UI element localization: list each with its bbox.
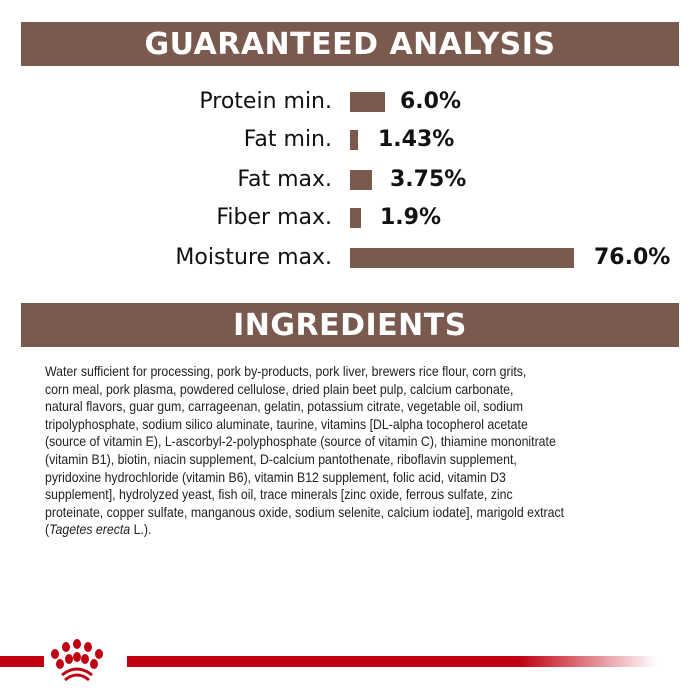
analysis-bar bbox=[350, 130, 358, 150]
ingredients-text: Water sufficient for processing, pork by… bbox=[45, 363, 685, 539]
analysis-row-protein: Protein min. 6.0% bbox=[0, 87, 700, 117]
ingredients-line: tripolyphosphate, sodium silico aluminat… bbox=[45, 415, 528, 432]
analysis-bar bbox=[350, 92, 385, 112]
analysis-label: Fat min. bbox=[243, 127, 332, 152]
line-end: L.). bbox=[130, 521, 152, 538]
ingredients-line: (vitamin B1), biotin, niacin supplement,… bbox=[45, 450, 517, 467]
ingredients-line: natural flavors, guar gum, carrageenan, … bbox=[45, 398, 524, 415]
ingredients-line: corn meal, pork plasma, powdered cellulo… bbox=[45, 380, 514, 397]
analysis-row-moisture-max: Moisture max. 76.0% bbox=[0, 243, 700, 273]
italic-latin-name: Tagetes erecta bbox=[49, 521, 131, 538]
brand-stripe-left bbox=[0, 656, 44, 667]
analysis-value: 1.9% bbox=[380, 205, 442, 230]
analysis-bar bbox=[350, 208, 361, 228]
ingredients-line: (Tagetes erecta L.). bbox=[45, 521, 608, 539]
brand-stripe-right bbox=[127, 656, 657, 667]
ingredients-line: Water sufficient for processing, pork by… bbox=[45, 363, 527, 379]
paren: ( bbox=[45, 521, 50, 538]
royal-canin-crown-icon bbox=[51, 639, 103, 682]
analysis-value: 1.43% bbox=[378, 127, 455, 152]
ingredients-line: (source of vitamin E), L-ascorbyl-2-poly… bbox=[45, 433, 556, 450]
analysis-label: Moisture max. bbox=[175, 245, 332, 270]
analysis-label: Fat max. bbox=[237, 167, 332, 192]
analysis-row-fiber-max: Fiber max. 1.9% bbox=[0, 203, 700, 233]
ingredients-line: pyridoxine hydrochloride (vitamin B6), v… bbox=[45, 468, 506, 485]
ingredients-header: INGREDIENTS bbox=[21, 303, 679, 347]
analysis-row-fat-min: Fat min. 1.43% bbox=[0, 125, 700, 155]
ingredients-line: supplement], hydrolyzed yeast, fish oil,… bbox=[45, 486, 513, 503]
analysis-label: Protein min. bbox=[199, 89, 332, 114]
analysis-row-fat-max: Fat max. 3.75% bbox=[0, 165, 700, 195]
guaranteed-analysis-header: GUARANTEED ANALYSIS bbox=[21, 22, 679, 66]
analysis-bar bbox=[350, 170, 372, 190]
analysis-value: 76.0% bbox=[594, 245, 671, 270]
analysis-value: 6.0% bbox=[400, 89, 462, 114]
analysis-value: 3.75% bbox=[390, 167, 467, 192]
ingredients-line: proteinate, copper sulfate, manganous ox… bbox=[45, 503, 565, 520]
analysis-label: Fiber max. bbox=[216, 205, 332, 230]
analysis-bar bbox=[350, 248, 574, 268]
